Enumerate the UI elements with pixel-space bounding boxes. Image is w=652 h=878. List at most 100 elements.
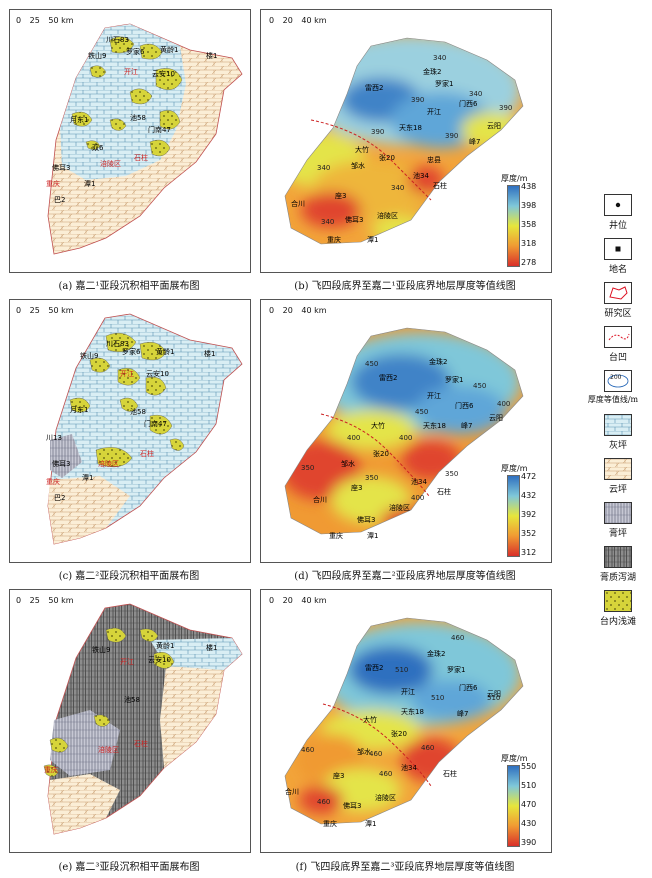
- svg-text:池58: 池58: [130, 407, 146, 416]
- svg-text:佛耳3: 佛耳3: [52, 459, 70, 468]
- svg-text:峰7: 峰7: [461, 421, 472, 430]
- svg-text:350: 350: [301, 464, 314, 472]
- thickness-d-outline: [284, 327, 524, 535]
- svg-text:460: 460: [379, 770, 392, 778]
- svg-text:400: 400: [411, 494, 424, 502]
- thickness-map-f: 金珠2 罗家1 雷西2 门西6 开江 天东18 云阳 峰7 大竹 邹水 张20 池34 石柱…: [260, 589, 552, 853]
- svg-text:张20: 张20: [373, 449, 389, 458]
- svg-text:天东18: 天东18: [399, 123, 422, 132]
- legend-label-well: 井位: [608, 221, 627, 231]
- svg-text:张20: 张20: [379, 153, 395, 162]
- caption-c: (c) 嘉二²亚段沉积相平面展布图: [58, 571, 200, 582]
- place-symbol-icon: [604, 238, 632, 260]
- thickness-b-depression: [310, 119, 432, 201]
- svg-text:石柱: 石柱: [443, 769, 457, 778]
- svg-text:涪陵区: 涪陵区: [375, 793, 396, 802]
- svg-text:金珠2: 金珠2: [429, 357, 447, 366]
- svg-text:天东18: 天东18: [423, 421, 446, 430]
- svg-text:峰7: 峰7: [457, 709, 468, 718]
- colorbar-d: [507, 475, 520, 557]
- svg-text:池34: 池34: [401, 763, 417, 772]
- well-symbol-icon: [604, 194, 632, 216]
- scale-unit: km: [61, 596, 74, 605]
- svg-text:佛耳3: 佛耳3: [345, 215, 363, 224]
- svg-text:罗家1: 罗家1: [445, 375, 463, 384]
- svg-text:潭1: 潭1: [84, 179, 95, 188]
- svg-text:350: 350: [365, 474, 378, 482]
- scale-tick-2: 50: [48, 16, 59, 25]
- scale-tick-2: 50: [48, 596, 59, 605]
- facies-c-place-labels: 川石83 铁山9 罗家6 黄龄1 楼1 开江 云安10 月东1 池58 门南47 川13 石…: [46, 340, 215, 502]
- svg-text:390: 390: [411, 96, 424, 104]
- svg-text:开江: 开江: [401, 688, 415, 696]
- svg-text:座3: 座3: [335, 191, 346, 200]
- facies-c-dolomite-area: [48, 476, 130, 544]
- legend-label-place: 地名: [608, 265, 627, 275]
- facies-map-a: 川石83 铁山9 罗家6 黄龄1 楼1 开江 云安10 月东1 池58 门南47 双6 石柱…: [9, 9, 251, 273]
- svg-text:楼1: 楼1: [206, 643, 217, 652]
- svg-text:巴2: 巴2: [54, 196, 65, 204]
- colorbar-b: [507, 185, 520, 267]
- caption-f: (f) 飞四段底界至嘉二³亚段底界地层厚度等值线图: [295, 862, 515, 873]
- svg-text:池58: 池58: [130, 113, 146, 122]
- svg-text:大竹: 大竹: [371, 421, 385, 430]
- svg-text:340: 340: [433, 54, 446, 62]
- facies-map-c: 川石83 铁山9 罗家6 黄龄1 楼1 开江 云安10 月东1 池58 门南47 川13 石…: [9, 299, 251, 563]
- svg-text:座3: 座3: [333, 771, 344, 780]
- svg-text:邹水: 邹水: [341, 459, 355, 468]
- colorbar-d-title: 厚度/m: [501, 464, 528, 473]
- colorbar-f: [507, 765, 520, 847]
- gypsum-lagoon-icon: [604, 546, 632, 568]
- legend-label-lagoon: 膏质泻湖: [599, 573, 636, 583]
- scale-tick-1: 25: [29, 306, 40, 315]
- legend-label-study-area: 研究区: [604, 309, 632, 319]
- study-area-icon: [604, 282, 632, 304]
- scale-tick-1: 25: [29, 16, 40, 25]
- scale-tick-2: 40: [301, 16, 312, 25]
- svg-text:石柱: 石柱: [140, 449, 154, 458]
- scale-tick-0: 0: [269, 16, 275, 25]
- svg-text:大竹: 大竹: [363, 715, 377, 724]
- svg-text:门西6: 门西6: [459, 683, 478, 692]
- thickness-map-b: 金珠2 罗家1 雷西2 门西6 开江 天东18 云阳 峰7 大竹 邹水 张20 忠县 池34…: [260, 9, 552, 273]
- colorbar-f-tick: 510: [521, 781, 537, 790]
- svg-text:510: 510: [395, 666, 408, 674]
- scale-unit: km: [314, 306, 327, 315]
- svg-text:楼1: 楼1: [206, 51, 217, 60]
- thickness-d-contour-labels: 450 450 400 400 350 350 400 350 400 450: [301, 360, 510, 502]
- scale-tick-0: 0: [269, 596, 275, 605]
- colorbar-b-tick: 438: [521, 182, 537, 191]
- thickness-b-contour-labels: 340 390 390 340 390 340 390 340 340: [317, 54, 512, 226]
- svg-text:池58: 池58: [124, 695, 140, 704]
- svg-text:门南47: 门南47: [144, 419, 167, 428]
- colorbar-b-tick: 278: [521, 258, 537, 267]
- colorbar-f-tick: 470: [521, 800, 537, 809]
- colorbar-f-tick: 430: [521, 819, 537, 828]
- svg-text:佛耳3: 佛耳3: [357, 515, 375, 524]
- scale-unit: km: [61, 16, 74, 25]
- svg-text:400: 400: [497, 400, 510, 408]
- svg-text:开江: 开江: [124, 68, 138, 76]
- svg-text:黄龄1: 黄龄1: [156, 347, 174, 356]
- thickness-f-contour-labels: 460 510 510 460 460 510 460 460 460: [301, 634, 500, 806]
- colorbar-f-title: 厚度/m: [501, 754, 528, 763]
- thickness-scale-bar-f: 0 20 40 km: [269, 596, 327, 605]
- svg-text:铁山9: 铁山9: [92, 645, 110, 654]
- svg-text:云阳: 云阳: [489, 413, 503, 422]
- facies-map-c-canvas: 川石83 铁山9 罗家6 黄龄1 楼1 开江 云安10 月东1 池58 门南47 川13 石…: [46, 313, 243, 545]
- dolomite-flat-icon: [604, 458, 632, 480]
- facies-map-e: 铁山9 黄龄1 楼1 开江 云安10 池58 石柱 涪陵区 重庆 0 25 50 km: [9, 589, 251, 853]
- svg-text:双6: 双6: [92, 144, 104, 152]
- svg-text:邹水: 邹水: [351, 161, 365, 170]
- svg-text:罗家1: 罗家1: [435, 79, 453, 88]
- colorbar-b-tick: 358: [521, 220, 537, 229]
- thickness-map-d: 金珠2 罗家1 雷西2 开江 门西6 天东18 云阳 峰7 大竹 邹水 张20 池34 石柱…: [260, 299, 552, 563]
- facies-scale-bar-e: 0 25 50 km: [16, 596, 74, 605]
- scale-unit: km: [314, 596, 327, 605]
- svg-text:天东18: 天东18: [401, 707, 424, 716]
- legend-label-dolomite: 云坪: [608, 485, 627, 495]
